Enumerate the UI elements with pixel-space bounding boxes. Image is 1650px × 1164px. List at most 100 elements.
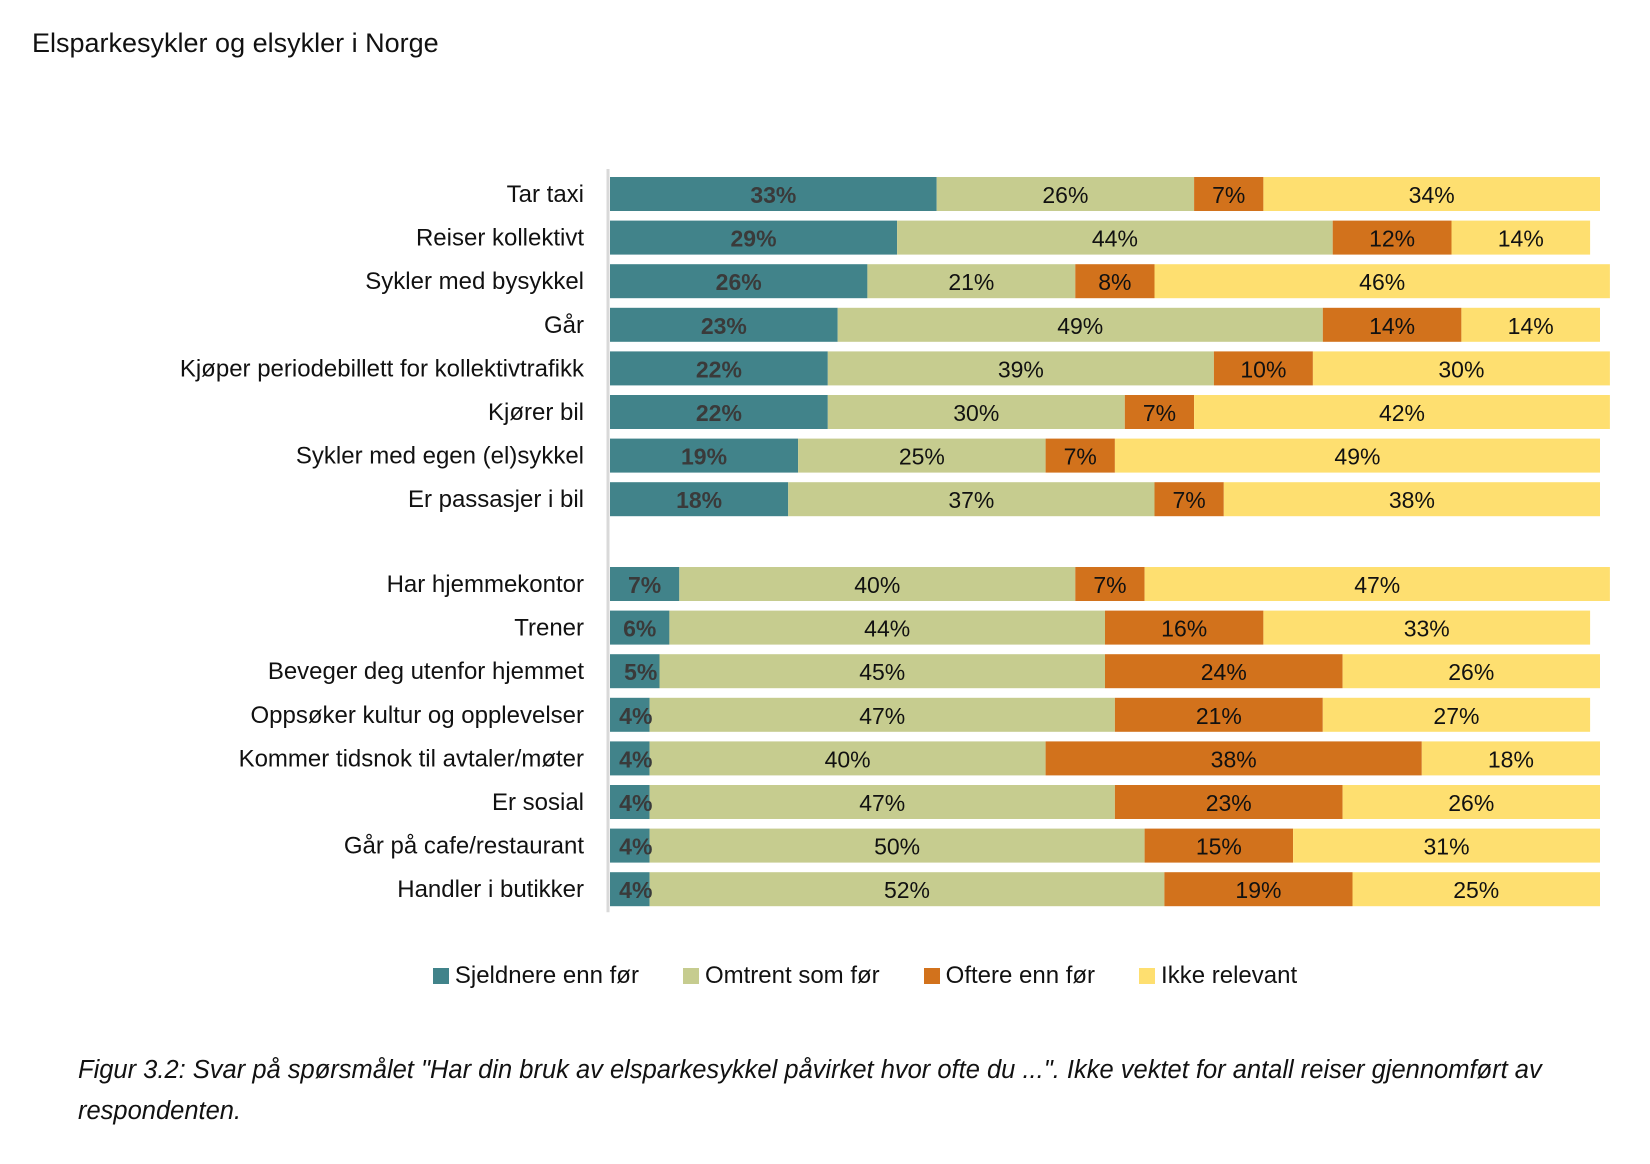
legend-swatch — [432, 968, 449, 984]
category-label: Går på cafe/restaurant — [344, 833, 584, 860]
legend-swatch — [1139, 968, 1156, 984]
bar-segment — [1075, 567, 1145, 601]
data-label: 49% — [1334, 444, 1380, 470]
bar-segment — [649, 741, 1046, 776]
bar-segment — [610, 482, 789, 517]
data-label: 33% — [1404, 616, 1450, 642]
bar-segment — [1124, 395, 1195, 429]
bar-segment — [649, 697, 1115, 732]
bar-segment — [610, 264, 868, 299]
bar-segment — [610, 828, 650, 863]
data-label: 37% — [948, 487, 994, 513]
bar-segment — [1352, 872, 1600, 907]
data-label: 39% — [998, 356, 1044, 382]
data-label: 25% — [1453, 877, 1499, 903]
bars — [610, 177, 1610, 907]
data-label: 7% — [628, 572, 661, 598]
category-labels: Tar taxi Reiser kollektivt Sykler med bysy… — [180, 181, 585, 903]
bar-segment — [649, 872, 1165, 907]
bar-segment — [1461, 307, 1600, 342]
legend-label: Sjeldnere enn før — [454, 962, 639, 989]
data-label: 14% — [1508, 313, 1554, 339]
bar-segment — [1263, 177, 1600, 211]
bar-segment — [610, 438, 799, 473]
data-label: 44% — [864, 616, 910, 642]
data-label: 42% — [1379, 400, 1425, 426]
data-label: 18% — [1488, 746, 1534, 772]
bar-segment — [1144, 567, 1610, 601]
data-label: 44% — [1092, 226, 1138, 252]
bar-segment — [1342, 654, 1600, 689]
legend-label: Oftere enn før — [945, 962, 1096, 989]
data-label: 25% — [899, 444, 945, 470]
bar-segment — [1045, 741, 1422, 776]
data-label: 23% — [1206, 790, 1252, 816]
bar-segment — [1213, 351, 1313, 386]
page-title: Elsparkesykler og elsykler i Norge — [32, 28, 439, 58]
legend-item-omtrent: Omtrent som før — [682, 962, 880, 990]
data-label: 21% — [1196, 703, 1242, 729]
legend-item-ikke-relevant: Ikke relevant — [1139, 962, 1297, 990]
data-label: 7% — [1064, 444, 1097, 470]
bar-segment — [1144, 828, 1294, 863]
category-label: Kjører bil — [488, 399, 584, 426]
bar-segment — [1322, 307, 1462, 342]
legend-item-oftere: Oftere enn før — [923, 962, 1096, 990]
data-label: 45% — [859, 659, 905, 685]
data-label: 26% — [716, 269, 762, 295]
category-label: Er passasjer i bil — [408, 486, 584, 513]
bar-segment — [897, 220, 1333, 255]
bar-segment — [1114, 697, 1323, 732]
bar-segment — [610, 697, 650, 732]
data-label: 14% — [1498, 226, 1544, 252]
data-label: 7% — [1212, 182, 1245, 208]
category-label: Går — [544, 312, 584, 339]
data-label: 23% — [701, 313, 747, 339]
data-label: 7% — [1173, 487, 1206, 513]
data-label: 4% — [619, 703, 652, 729]
data-label: 5% — [624, 659, 657, 685]
data-label: 47% — [1354, 572, 1400, 598]
data-label: 4% — [619, 877, 652, 903]
bar-segment — [837, 307, 1323, 342]
bar-segment — [788, 482, 1155, 517]
legend-label: Ikke relevant — [1161, 962, 1298, 989]
data-label: 46% — [1359, 269, 1405, 295]
bar-segment — [1223, 482, 1600, 517]
data-label: 47% — [859, 790, 905, 816]
data-label: 15% — [1196, 834, 1242, 860]
category-label: Er sosial — [492, 789, 584, 816]
data-label: 49% — [1057, 313, 1103, 339]
data-label: 27% — [1433, 703, 1479, 729]
bar-segment — [1164, 872, 1353, 907]
bar-segment — [798, 438, 1046, 473]
category-label: Handler i butikker — [397, 876, 584, 903]
data-label: 38% — [1389, 487, 1435, 513]
bar-segment — [1194, 395, 1610, 429]
data-label: 14% — [1369, 313, 1415, 339]
bar-segment — [827, 351, 1214, 386]
bar-segment — [610, 220, 898, 255]
bar-segment — [610, 307, 838, 342]
category-label: Oppsøker kultur og opplevelser — [251, 702, 585, 729]
bar-segment — [679, 567, 1076, 601]
bar-segment — [1075, 264, 1155, 299]
data-label: 30% — [1438, 356, 1484, 382]
data-label: 10% — [1240, 356, 1286, 382]
data-label: 33% — [750, 182, 796, 208]
data-label: 7% — [1093, 572, 1126, 598]
bar-segment — [1322, 697, 1591, 732]
category-label: Sykler med egen (el)sykkel — [296, 443, 584, 470]
legend-item-sjeldnere: Sjeldnere enn før — [432, 962, 639, 990]
category-label: Reiser kollektivt — [416, 225, 584, 252]
bar-segment — [1194, 177, 1264, 211]
bar-segment — [1105, 610, 1264, 645]
data-label: 30% — [953, 400, 999, 426]
bar-segment — [610, 785, 650, 819]
data-label: 26% — [1042, 182, 1088, 208]
legend-swatch — [923, 968, 940, 984]
bar-segment — [610, 872, 650, 907]
data-label: 4% — [619, 790, 652, 816]
bar-segment — [1263, 610, 1591, 645]
bar-segment — [1105, 654, 1343, 689]
